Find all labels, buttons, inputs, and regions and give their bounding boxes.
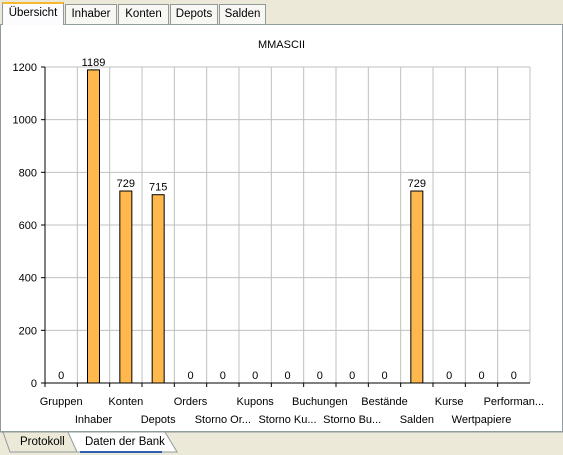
y-tick-label: 800: [19, 167, 37, 179]
y-tick-label: 0: [31, 378, 37, 390]
bar: [119, 190, 133, 384]
x-tick-label: Salden: [400, 414, 434, 426]
tab-inhaber[interactable]: Inhaber: [65, 4, 117, 24]
data-label: 0: [220, 370, 226, 382]
tab-konten[interactable]: Konten: [118, 4, 169, 24]
bottom-tab-bar: Protokoll Daten der Bank: [0, 432, 563, 455]
x-tick-label: Wertpapiere: [452, 414, 512, 426]
data-label: 0: [284, 370, 290, 382]
x-tick-label: Orders: [174, 396, 208, 408]
bar: [151, 194, 165, 384]
data-label: 729: [117, 178, 135, 190]
data-label: 0: [317, 370, 323, 382]
x-tick-label: Depots: [141, 414, 176, 426]
data-label: 0: [381, 370, 387, 382]
data-label: 0: [252, 370, 258, 382]
bottom-tab-shapes: [0, 432, 563, 453]
x-tick-label: Kurse: [435, 396, 464, 408]
bar: [410, 190, 424, 384]
x-tick-label: Kupons: [237, 396, 275, 408]
data-label: 0: [187, 370, 193, 382]
x-tick-label: Konten: [108, 396, 143, 408]
x-tick-label: Buchungen: [292, 396, 348, 408]
x-tick-label: Bestände: [361, 396, 407, 408]
data-label: 729: [408, 178, 426, 190]
data-label: 715: [149, 182, 167, 194]
bar: [87, 69, 100, 384]
data-label: 1189: [82, 57, 106, 69]
y-tick-label: 600: [19, 220, 37, 232]
y-tick-label: 200: [19, 325, 37, 337]
bottom-tab-protokoll[interactable]: Protokoll: [20, 436, 65, 448]
x-tick-label: Gruppen: [40, 396, 83, 408]
bottom-tab-daten-der-bank[interactable]: Daten der Bank: [85, 436, 165, 448]
data-label: 0: [349, 370, 355, 382]
data-label: 0: [478, 370, 484, 382]
top-tab-bar: Übersicht Inhaber Konten Depots Salden: [0, 0, 563, 25]
x-tick-label: Inhaber: [75, 414, 113, 426]
tab-depots[interactable]: Depots: [170, 4, 218, 24]
data-label: 0: [58, 370, 64, 382]
y-tick-label: 400: [19, 273, 37, 285]
chart-title: MMASCII: [257, 39, 306, 51]
x-tick-label: Storno Bu...: [323, 414, 381, 426]
data-label: 0: [511, 370, 517, 382]
tab-uebersicht[interactable]: Übersicht: [2, 2, 64, 25]
x-tick-label: Storno Ku...: [258, 414, 316, 426]
y-tick-label: 1000: [13, 115, 37, 127]
data-label: 0: [446, 370, 452, 382]
x-tick-label: Performan...: [484, 396, 545, 408]
tab-salden[interactable]: Salden: [219, 4, 266, 24]
y-tick-label: 1200: [13, 62, 37, 74]
x-tick-label: Storno Or...: [195, 414, 251, 426]
